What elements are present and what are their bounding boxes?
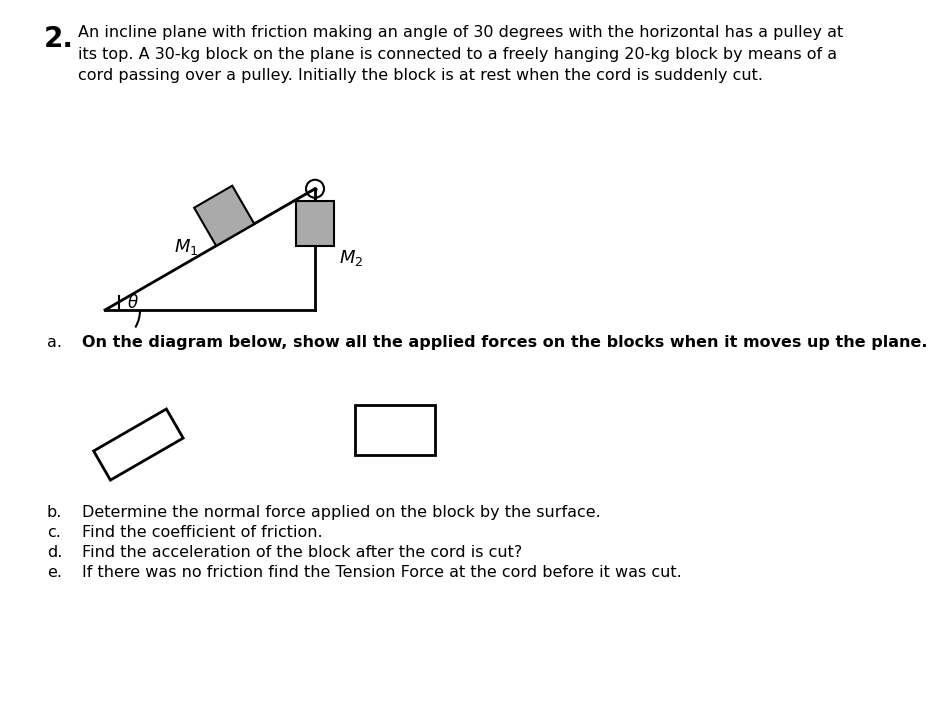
Text: a.: a.	[47, 335, 62, 350]
Text: Find the acceleration of the block after the cord is cut?: Find the acceleration of the block after…	[82, 545, 522, 560]
Bar	[355, 405, 434, 455]
Polygon shape	[93, 409, 183, 480]
Text: On the diagram below, show all the applied forces on the blocks when it moves up: On the diagram below, show all the appli…	[82, 335, 926, 350]
Text: If there was no friction find the Tension Force at the cord before it was cut.: If there was no friction find the Tensio…	[82, 565, 681, 580]
Text: b.: b.	[47, 505, 62, 520]
Text: d.: d.	[47, 545, 62, 560]
Bar	[295, 201, 333, 246]
Text: Determine the normal force applied on the block by the surface.: Determine the normal force applied on th…	[82, 505, 600, 520]
Text: An incline plane with friction making an angle of 30 degrees with the horizontal: An incline plane with friction making an…	[78, 25, 842, 83]
Polygon shape	[194, 186, 254, 246]
Text: e.: e.	[47, 565, 62, 580]
Text: $M_2$: $M_2$	[339, 248, 362, 268]
Text: $M_1$: $M_1$	[174, 237, 198, 256]
Text: c.: c.	[47, 525, 60, 540]
Text: Find the coefficient of friction.: Find the coefficient of friction.	[82, 525, 322, 540]
Text: 2.: 2.	[44, 25, 74, 53]
Text: $\theta$: $\theta$	[126, 294, 139, 311]
